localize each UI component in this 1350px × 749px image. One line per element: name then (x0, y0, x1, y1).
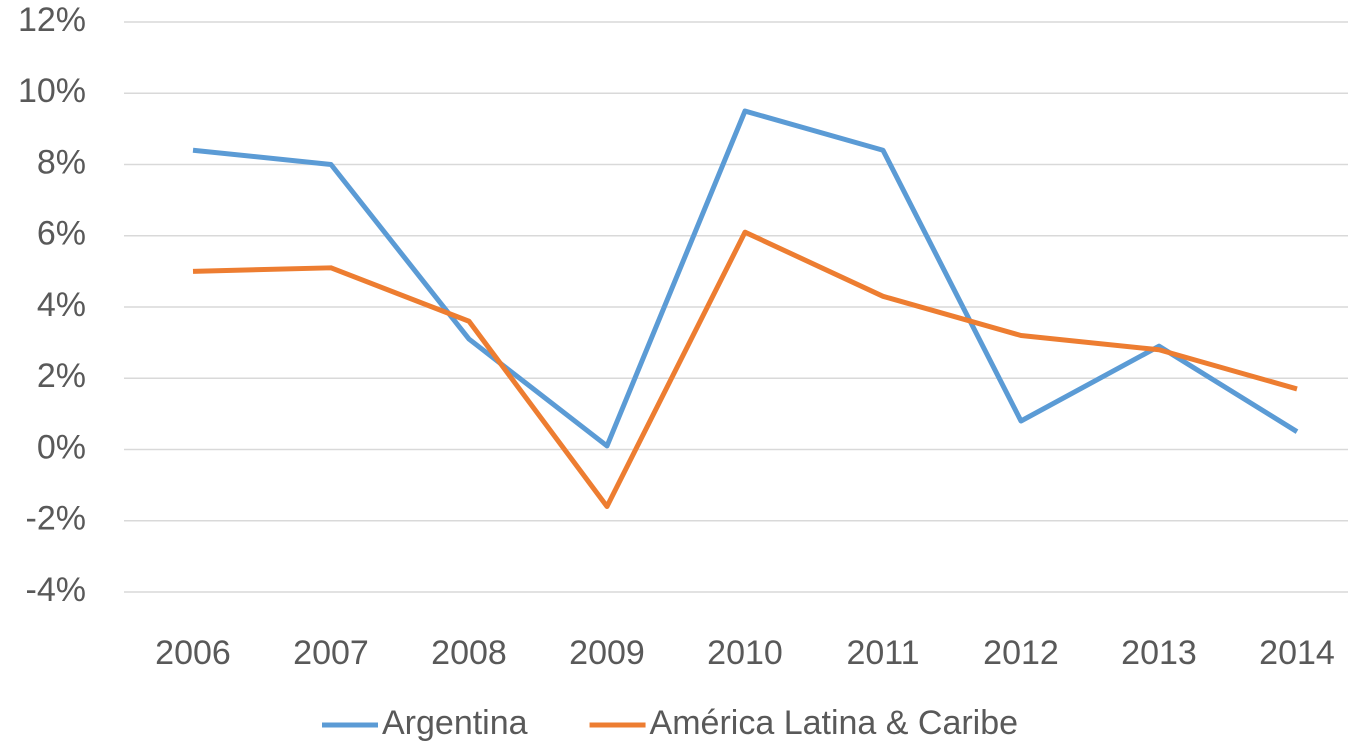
y-tick-label: 8% (37, 143, 86, 181)
x-tick-label: 2013 (1121, 634, 1197, 672)
x-tick-label: 2011 (846, 634, 919, 672)
x-tick-label: 2008 (431, 634, 507, 672)
legend-label: América Latina & Caribe (650, 704, 1019, 742)
x-tick-label: 2014 (1259, 634, 1335, 672)
y-tick-label: -4% (26, 571, 86, 609)
y-tick-label: 2% (37, 357, 86, 395)
y-tick-label: 6% (37, 215, 86, 253)
x-tick-label: 2006 (155, 634, 231, 672)
y-tick-label: 4% (37, 286, 86, 324)
x-tick-label: 2009 (569, 634, 645, 672)
series-line (192, 229, 1298, 509)
series-line (192, 108, 1299, 449)
legend-label: Argentina (382, 704, 528, 742)
x-tick-label: 2012 (983, 634, 1059, 672)
y-tick-label: -2% (26, 500, 86, 538)
x-tick-label: 2010 (707, 634, 783, 672)
x-tick-label: 2007 (293, 634, 369, 672)
y-tick-label: 0% (37, 428, 86, 466)
y-tick-label: 10% (18, 72, 86, 110)
y-tick-label: 12% (18, 1, 86, 39)
